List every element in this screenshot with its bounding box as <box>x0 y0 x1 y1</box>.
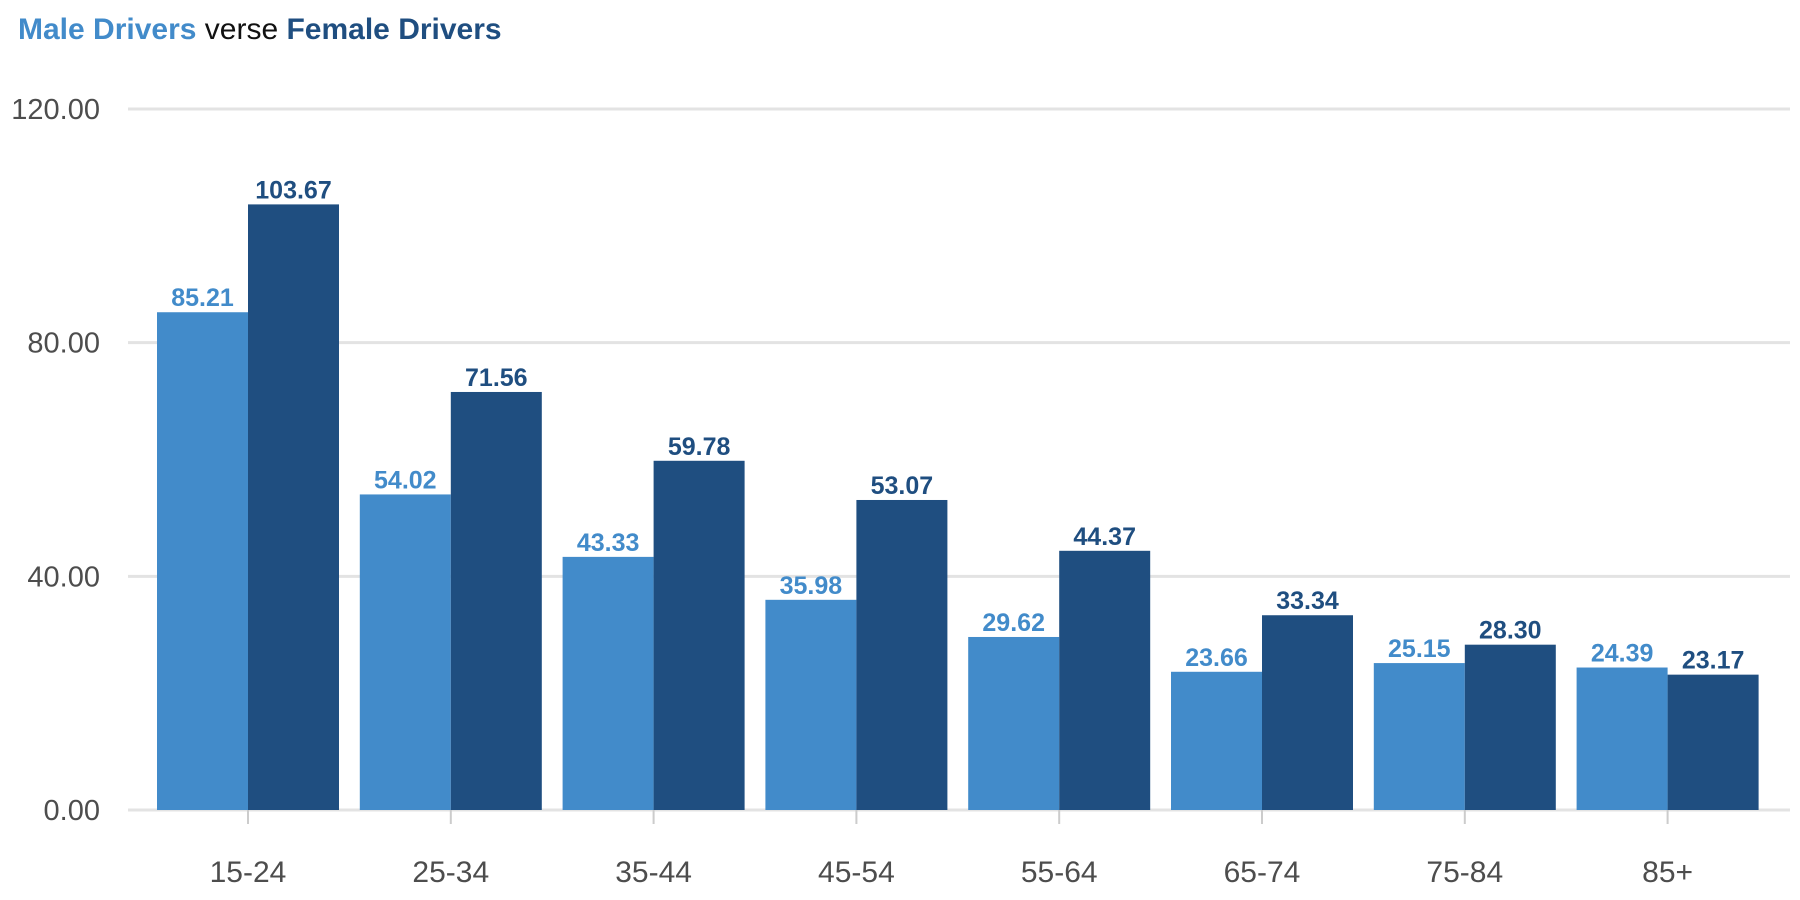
data-label-female: 59.78 <box>668 433 731 461</box>
chart-title: Male Drivers verse Female Drivers <box>18 10 502 50</box>
bar-male <box>157 312 248 810</box>
bar-female <box>1667 674 1759 810</box>
axis-layer: 0.00 40.00 80.00 120.00 15-24 25-34 35-44 45-54… <box>11 94 1693 889</box>
bar-female <box>248 204 339 810</box>
x-tick-label: 65-74 <box>1224 856 1301 889</box>
data-label-female: 103.67 <box>255 176 331 204</box>
x-tick-label: 45-54 <box>818 856 895 889</box>
bar-female <box>653 460 745 810</box>
chart-title-mid: verse <box>196 13 287 46</box>
bar-male <box>968 636 1060 810</box>
bar-female <box>1059 550 1151 810</box>
x-tick-label: 35-44 <box>615 856 692 889</box>
bar-male <box>562 556 654 810</box>
y-tick-label: 40.00 <box>27 561 100 593</box>
x-tick-label: 75-84 <box>1426 856 1503 889</box>
data-label-male: 25.15 <box>1388 635 1451 663</box>
y-tick-label: 120.00 <box>11 94 100 126</box>
x-tick-label: 15-24 <box>210 856 287 889</box>
bar-female <box>1262 615 1353 810</box>
label-layer: 85.21 103.67 54.02 71.56 43.33 59.78 35.98 53.0… <box>171 176 1744 674</box>
data-label-female: 28.30 <box>1479 617 1542 645</box>
bar-layer <box>157 204 1759 810</box>
data-label-female: 53.07 <box>871 472 934 500</box>
bar-male <box>1373 663 1465 810</box>
bar-female <box>450 391 542 810</box>
bar-female <box>856 499 948 810</box>
bar-male <box>1576 667 1668 810</box>
chart-title-female: Female Drivers <box>286 13 502 46</box>
y-tick-label: 0.00 <box>44 795 100 827</box>
x-tick-label: 85+ <box>1642 856 1693 889</box>
data-label-male: 24.39 <box>1591 640 1654 668</box>
bar-female <box>1464 644 1556 810</box>
x-tick-label: 25-34 <box>412 856 489 889</box>
data-label-female: 23.17 <box>1682 647 1745 675</box>
bar-male <box>359 494 451 810</box>
x-tick-label: 55-64 <box>1021 856 1098 889</box>
bar-male <box>1171 671 1262 810</box>
data-label-male: 54.02 <box>374 466 437 494</box>
data-label-male: 23.66 <box>1185 644 1248 672</box>
data-label-male: 29.62 <box>982 609 1045 637</box>
data-label-female: 71.56 <box>465 364 528 392</box>
data-label-female: 33.34 <box>1276 587 1339 615</box>
data-label-male: 43.33 <box>577 529 640 557</box>
y-tick-label: 80.00 <box>27 328 100 360</box>
data-label-male: 35.98 <box>780 572 843 600</box>
bar-male <box>765 599 857 810</box>
chart-title-male: Male Drivers <box>18 13 197 46</box>
data-label-female: 44.37 <box>1073 523 1136 551</box>
data-label-male: 85.21 <box>171 284 234 312</box>
